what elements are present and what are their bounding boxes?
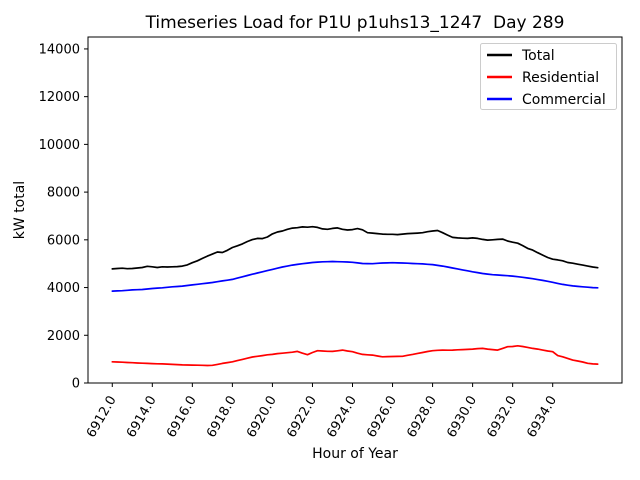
legend-box xyxy=(480,43,617,110)
x-tick-label: 6924.0 xyxy=(324,394,360,441)
x-tick-label: 6914.0 xyxy=(124,394,160,441)
x-tick-label: 6926.0 xyxy=(364,394,400,441)
x-tick-label: 6912.0 xyxy=(84,394,120,441)
x-tick-label: 6928.0 xyxy=(404,394,440,441)
x-tick-label: 6932.0 xyxy=(484,394,520,441)
y-tick-label: 8000 xyxy=(47,186,80,201)
y-tick-label: 6000 xyxy=(47,233,80,248)
x-tick-label: 6918.0 xyxy=(204,394,240,441)
y-tick-label: 0 xyxy=(72,377,80,392)
commercial-series-line xyxy=(111,260,599,292)
x-tick-label: 6930.0 xyxy=(444,394,480,441)
residential-series-line xyxy=(111,344,599,367)
y-tick-label: 12000 xyxy=(39,90,80,105)
y-tick-label: 2000 xyxy=(47,329,80,344)
y-tick-label: 14000 xyxy=(39,42,80,57)
chart-title: Timeseries Load for P1U p1uhs13_1247 Day… xyxy=(145,13,565,33)
total-series-line xyxy=(111,225,599,270)
x-axis-label: Hour of Year xyxy=(312,446,398,462)
x-tick-label: 6916.0 xyxy=(164,394,200,441)
legend-label-commercial: Commercial xyxy=(522,92,606,108)
legend-label-residential: Residential xyxy=(522,70,599,86)
y-axis-label: kW total xyxy=(12,180,28,240)
x-tick-label: 6934.0 xyxy=(524,394,560,441)
legend-label-total: Total xyxy=(521,48,555,64)
x-tick-label: 6922.0 xyxy=(284,394,320,441)
y-tick-label: 4000 xyxy=(47,281,80,296)
y-tick-label: 10000 xyxy=(39,138,80,153)
x-tick-label: 6920.0 xyxy=(244,394,280,441)
